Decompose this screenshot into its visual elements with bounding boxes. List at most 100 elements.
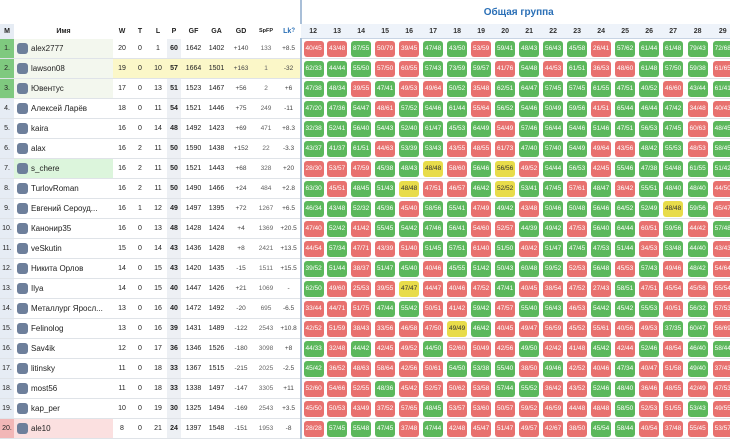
match-result[interactable]: 53/38	[471, 361, 492, 377]
match-result[interactable]: 45/42	[303, 361, 324, 377]
match-result[interactable]: 58/64	[375, 361, 396, 377]
match-result[interactable]: 48/45	[423, 401, 444, 417]
match-result[interactable]: 48/47	[591, 181, 612, 197]
match-result[interactable]: 56/53	[639, 121, 660, 137]
match-result[interactable]: 51/46	[591, 121, 612, 137]
match-result[interactable]: 54/46	[423, 101, 444, 117]
match-result[interactable]: 45/53	[615, 261, 636, 277]
match-result[interactable]: 44/63	[375, 141, 396, 157]
match-result[interactable]: 55/64	[471, 101, 492, 117]
match-result[interactable]: 52/32	[351, 201, 372, 217]
match-result[interactable]: 47/40	[519, 141, 540, 157]
match-result[interactable]: 47/44	[423, 421, 444, 437]
match-result[interactable]: 41/51	[591, 101, 612, 117]
match-result[interactable]: 56/41	[447, 221, 468, 237]
match-result[interactable]: 55/50	[351, 61, 372, 77]
match-result[interactable]: 47/51	[639, 281, 660, 297]
match-result[interactable]: 53/59	[471, 41, 492, 57]
match-result[interactable]: 45/55	[447, 261, 468, 277]
match-result[interactable]: 56/43	[543, 301, 564, 317]
match-result[interactable]: 42/45	[375, 341, 396, 357]
match-result[interactable]: 45/58	[567, 41, 588, 57]
match-result[interactable]: 47/52	[567, 281, 588, 297]
match-result[interactable]: 45/54	[663, 281, 684, 297]
match-result[interactable]: 57/43	[423, 61, 444, 77]
match-result[interactable]: 58/60	[447, 161, 468, 177]
match-result[interactable]: 49/60	[327, 281, 348, 297]
match-result[interactable]: 62/33	[303, 61, 324, 77]
match-result[interactable]: 57/50	[663, 61, 684, 77]
match-result[interactable]: 40/42	[519, 241, 540, 257]
match-result[interactable]: 79/43	[687, 41, 708, 57]
match-result[interactable]: 43/52	[567, 381, 588, 397]
match-result[interactable]: 54/42	[399, 221, 420, 237]
match-result[interactable]: 47/41	[375, 81, 396, 97]
match-result[interactable]: 39/55	[351, 81, 372, 97]
player-cell[interactable]: alex2777	[14, 38, 113, 59]
match-result[interactable]: 54/48	[663, 161, 684, 177]
match-result[interactable]: 53/43	[687, 401, 708, 417]
match-result[interactable]: 55/41	[447, 201, 468, 217]
match-result[interactable]: 59/52	[543, 261, 564, 277]
match-result[interactable]: 57/52	[399, 101, 420, 117]
match-result[interactable]: 62/51	[495, 81, 516, 97]
match-result[interactable]: 52/46	[591, 381, 612, 397]
player-cell[interactable]: Никита Орлов	[14, 258, 113, 279]
match-result[interactable]: 48/48	[591, 401, 612, 417]
match-result[interactable]: 41/76	[495, 61, 516, 77]
header-spfp[interactable]: SpFP	[255, 24, 277, 39]
match-result[interactable]: 40/47	[639, 361, 660, 377]
match-result[interactable]: 48/54	[663, 341, 684, 357]
match-result[interactable]: 44/42	[687, 221, 708, 237]
match-result[interactable]: 58/44	[615, 421, 636, 437]
match-result[interactable]: 56/56	[495, 161, 516, 177]
match-result[interactable]: 48/43	[519, 41, 540, 57]
match-result[interactable]: 48/61	[375, 101, 396, 117]
match-result[interactable]: 46/42	[471, 181, 492, 197]
match-result[interactable]: 53/43	[423, 141, 444, 157]
match-result[interactable]: 37/48	[663, 421, 684, 437]
match-result[interactable]: 59/38	[687, 61, 708, 77]
match-result[interactable]: 27/43	[591, 281, 612, 297]
match-result[interactable]: 59/41	[495, 41, 516, 57]
match-result[interactable]: 50/49	[471, 341, 492, 357]
match-result[interactable]: 45/53	[447, 121, 468, 137]
match-result[interactable]: 47/45	[543, 181, 564, 197]
match-result[interactable]: 55/52	[519, 381, 540, 397]
match-result[interactable]: 49/46	[663, 261, 684, 277]
match-result[interactable]: 33/56	[375, 321, 396, 337]
match-result[interactable]: 59/52	[519, 401, 540, 417]
match-result[interactable]: 39/55	[375, 281, 396, 297]
match-result[interactable]: 51/55	[663, 401, 684, 417]
match-result[interactable]: 49/42	[543, 221, 564, 237]
match-result[interactable]: 54/46	[519, 101, 540, 117]
match-result[interactable]: 51/44	[615, 241, 636, 257]
match-result[interactable]: 46/42	[471, 321, 492, 337]
player-name[interactable]: kap_per	[31, 404, 60, 413]
match-result[interactable]: 51/58	[663, 361, 684, 377]
match-result[interactable]: 55/45	[687, 421, 708, 437]
match-result[interactable]: 58/44	[712, 341, 730, 357]
match-result[interactable]: 47/44	[375, 301, 396, 317]
match-result[interactable]: 56/69	[712, 321, 730, 337]
match-result[interactable]: 60/63	[687, 121, 708, 137]
match-result[interactable]: 32/38	[303, 121, 324, 137]
match-result[interactable]: 52/49	[639, 201, 660, 217]
match-result[interactable]: 54/64	[712, 261, 730, 277]
match-result[interactable]: 52/41	[327, 121, 348, 137]
match-result[interactable]: 28/30	[303, 161, 324, 177]
match-result[interactable]: 47/49	[471, 201, 492, 217]
match-result[interactable]: 49/49	[447, 321, 468, 337]
player-name[interactable]: Sav4ik	[31, 344, 56, 353]
match-result[interactable]: 51/59	[327, 321, 348, 337]
match-result[interactable]: 46/60	[663, 81, 684, 97]
match-result[interactable]: 43/48	[327, 201, 348, 217]
match-result[interactable]: 48/60	[615, 61, 636, 77]
match-result[interactable]: 53/57	[447, 401, 468, 417]
match-result[interactable]: 48/55	[663, 381, 684, 397]
match-result[interactable]: 57/46	[519, 121, 540, 137]
player-cell[interactable]: Felinolog	[14, 318, 113, 339]
player-name[interactable]: litinsky	[31, 364, 56, 373]
match-result[interactable]: 50/52	[447, 81, 468, 97]
match-result[interactable]: 42/56	[495, 341, 516, 357]
